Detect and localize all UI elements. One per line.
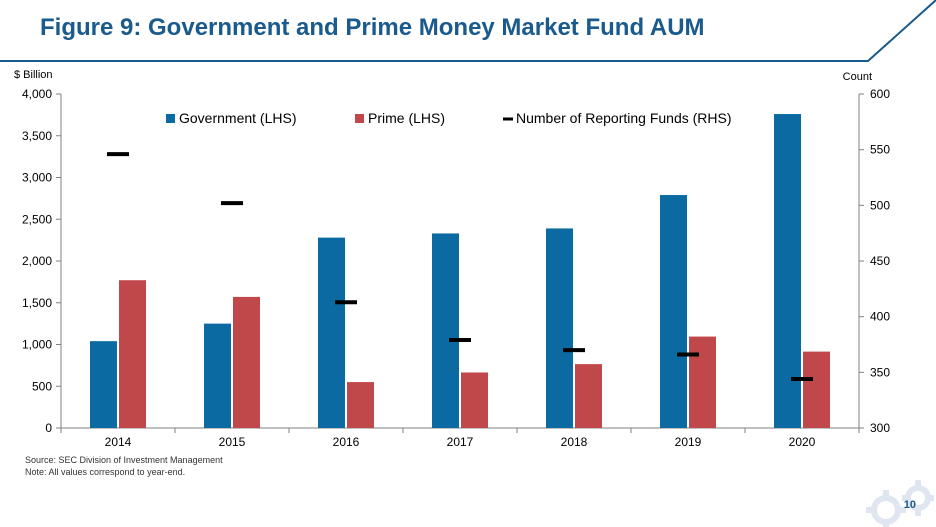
y-tick-label-left: 2,000 bbox=[22, 254, 52, 268]
y-tick-label-left: 2,500 bbox=[22, 212, 52, 226]
legend-label-government: Government (LHS) bbox=[179, 110, 296, 126]
y-tick-label-left: 3,500 bbox=[22, 129, 52, 143]
y-tick-label-left: 4,000 bbox=[22, 87, 52, 101]
y-tick-label-left: 0 bbox=[45, 421, 52, 435]
x-tick-label: 2017 bbox=[447, 435, 474, 449]
y-tick-label-right: 450 bbox=[870, 254, 890, 268]
y-tick-label-right: 550 bbox=[870, 143, 890, 157]
footnote: Note: All values correspond to year-end. bbox=[25, 467, 186, 477]
source-note: Source: SEC Division of Investment Manag… bbox=[25, 455, 223, 465]
y-tick-label-right: 400 bbox=[870, 310, 890, 324]
legend-swatch-government bbox=[166, 114, 175, 123]
bar-government bbox=[774, 114, 801, 428]
y-tick-label-right: 600 bbox=[870, 87, 890, 101]
y-tick-label-right: 350 bbox=[870, 365, 890, 379]
header-rule bbox=[0, 0, 936, 62]
legend-label-prime: Prime (LHS) bbox=[368, 110, 445, 126]
x-tick-label: 2020 bbox=[789, 435, 816, 449]
gear-icon bbox=[866, 480, 934, 527]
y-tick-label-right: 500 bbox=[870, 198, 890, 212]
bar-prime bbox=[575, 364, 602, 428]
bar-government bbox=[546, 228, 573, 428]
bar-government bbox=[432, 233, 459, 428]
bar-prime bbox=[461, 372, 488, 428]
bar-government bbox=[90, 341, 117, 428]
legend-label-reporting-funds: Number of Reporting Funds (RHS) bbox=[516, 110, 732, 126]
bar-government bbox=[318, 237, 345, 428]
bar-prime bbox=[119, 280, 146, 428]
y-tick-label-left: 3,000 bbox=[22, 171, 52, 185]
bar-government bbox=[660, 195, 687, 428]
bar-government bbox=[204, 323, 231, 428]
y-tick-label-left: 1,000 bbox=[22, 338, 52, 352]
x-tick-label: 2014 bbox=[105, 435, 132, 449]
bar-prime bbox=[803, 351, 830, 428]
page-number: 10 bbox=[903, 499, 916, 511]
bar-prime bbox=[689, 336, 716, 428]
y-tick-label-right: 300 bbox=[870, 421, 890, 435]
x-tick-label: 2015 bbox=[219, 435, 246, 449]
x-tick-label: 2016 bbox=[333, 435, 360, 449]
legend-swatch-prime bbox=[355, 114, 364, 123]
y-tick-label-left: 500 bbox=[32, 379, 52, 393]
page-title: Figure 9: Government and Prime Money Mar… bbox=[40, 14, 705, 41]
x-tick-label: 2019 bbox=[675, 435, 702, 449]
x-tick-label: 2018 bbox=[561, 435, 588, 449]
y-axis-label-right: Count bbox=[843, 71, 872, 83]
bar-prime bbox=[233, 296, 260, 428]
bar-prime bbox=[347, 382, 374, 428]
y-tick-label-left: 1,500 bbox=[22, 296, 52, 310]
y-axis-label-left: $ Billion bbox=[14, 69, 53, 81]
